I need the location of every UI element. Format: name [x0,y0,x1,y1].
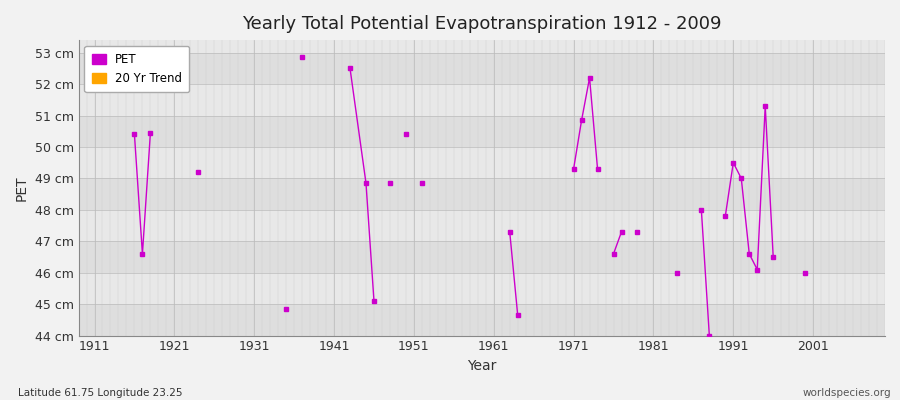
Y-axis label: PET: PET [15,175,29,201]
Legend: PET, 20 Yr Trend: PET, 20 Yr Trend [85,46,189,92]
Text: Latitude 61.75 Longitude 23.25: Latitude 61.75 Longitude 23.25 [18,388,183,398]
Bar [78,116,885,147]
Bar [78,178,885,210]
Bar [78,273,885,304]
Bar [78,304,885,336]
Bar [78,84,885,116]
X-axis label: Year: Year [467,359,497,373]
Bar [78,147,885,178]
Title: Yearly Total Potential Evapotranspiration 1912 - 2009: Yearly Total Potential Evapotranspiratio… [242,15,722,33]
Bar [78,53,885,84]
Bar [78,241,885,273]
Bar [78,210,885,241]
Text: worldspecies.org: worldspecies.org [803,388,891,398]
